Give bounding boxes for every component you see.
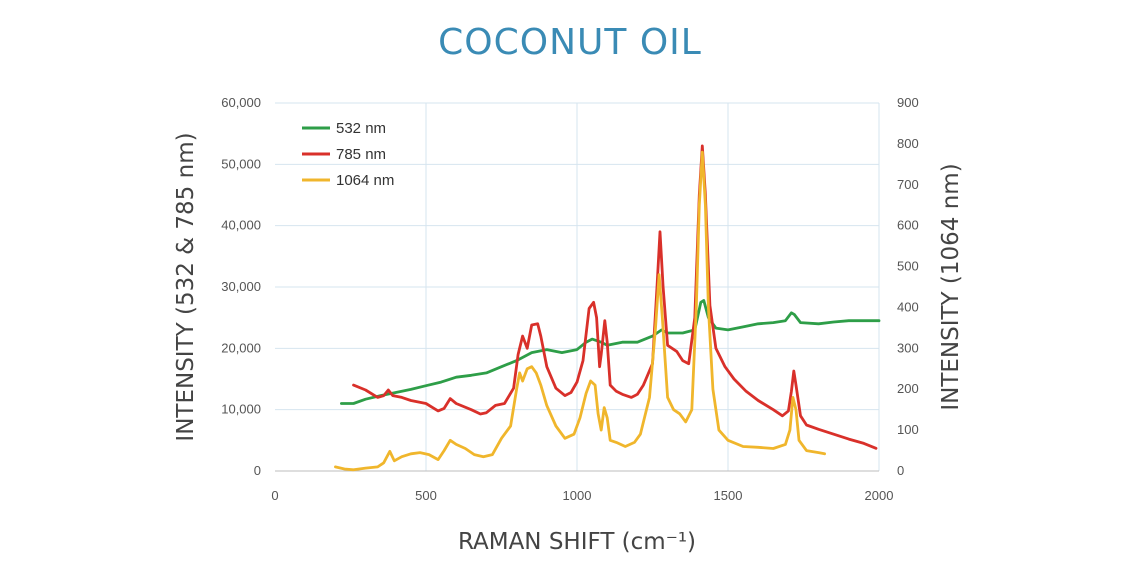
x-axis-label: RAMAN SHIFT (cm⁻¹) — [458, 529, 696, 555]
y-left-tick-label: 30,000 — [221, 279, 261, 294]
chart-title: COCONUT OIL — [438, 22, 702, 63]
y-right-tick-label: 900 — [897, 95, 919, 110]
y-left-tick-label: 0 — [254, 463, 261, 478]
y-right-tick-label: 100 — [897, 422, 919, 437]
y-axis-label-left: INTENSITY (532 & 785 nm) — [173, 132, 199, 441]
y-left-tick-label: 20,000 — [221, 340, 261, 355]
y-left-tick-label: 40,000 — [221, 218, 261, 233]
legend-label: 1064 nm — [336, 172, 394, 189]
series-lines — [333, 144, 881, 472]
legend: 532 nm 785 nm 1064 nm — [302, 120, 394, 189]
x-tick-label: 2000 — [865, 488, 894, 503]
y-axis-label-right: INTENSITY (1064 nm) — [938, 163, 964, 410]
y-right-tick-label: 500 — [897, 259, 919, 274]
y-right-tick-label: 600 — [897, 218, 919, 233]
series-line-785-nm — [352, 144, 878, 450]
y-left-tick-label: 60,000 — [221, 95, 261, 110]
y-right-tick-label: 800 — [897, 136, 919, 151]
legend-label: 785 nm — [336, 146, 386, 163]
y-right-tick-label: 300 — [897, 340, 919, 355]
y-right-tick-label: 0 — [897, 463, 904, 478]
series-line-532-nm — [339, 299, 881, 405]
tick-labels: 0 10,000 20,000 30,000 40,000 50,000 60,000 0 50… — [221, 95, 918, 503]
y-left-tick-label: 10,000 — [221, 402, 261, 417]
series-line-1064-nm — [333, 150, 826, 472]
y-right-tick-label: 700 — [897, 177, 919, 192]
legend-label: 532 nm — [336, 120, 386, 137]
x-tick-label: 1000 — [563, 488, 592, 503]
x-tick-label: 0 — [271, 488, 278, 503]
x-tick-label: 500 — [415, 488, 437, 503]
x-tick-label: 1500 — [714, 488, 743, 503]
y-left-tick-label: 50,000 — [221, 156, 261, 171]
y-right-tick-label: 200 — [897, 381, 919, 396]
y-right-tick-label: 400 — [897, 299, 919, 314]
